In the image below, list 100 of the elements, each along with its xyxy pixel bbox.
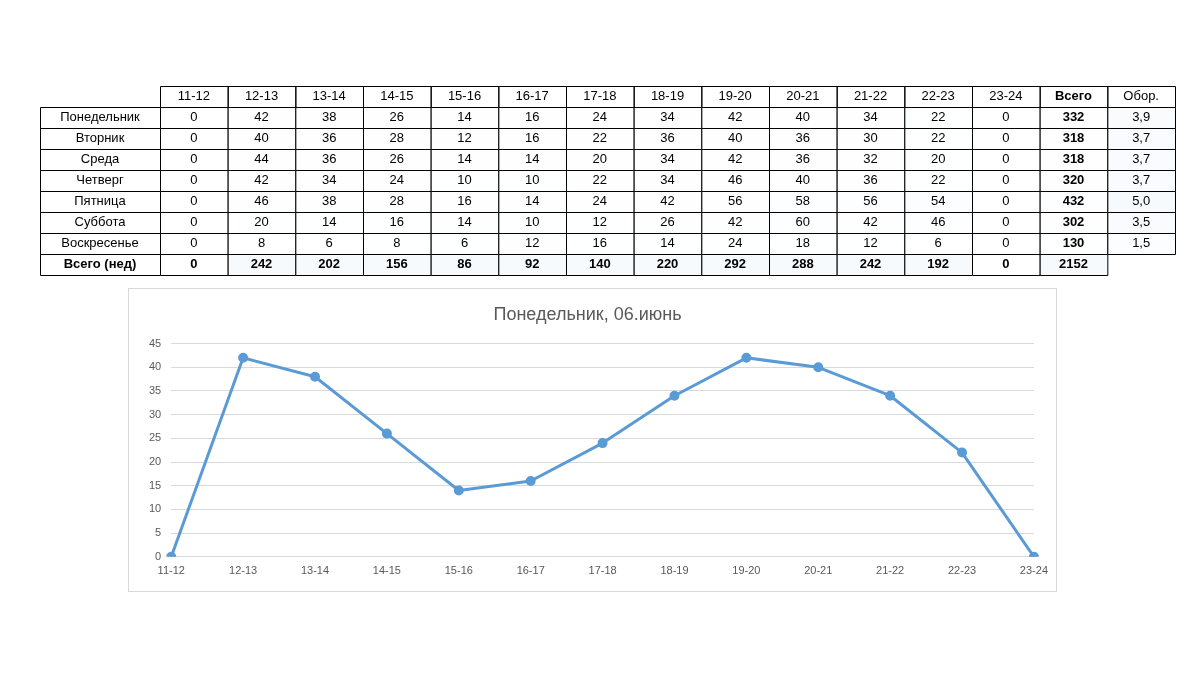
data-label: 220 bbox=[656, 256, 679, 272]
data-label: 42 bbox=[660, 193, 675, 209]
data-label: 86 bbox=[457, 256, 472, 272]
point bbox=[957, 447, 968, 458]
data-label: 320 bbox=[1062, 172, 1085, 188]
data-label: 44 bbox=[254, 151, 269, 167]
data-label: 12 bbox=[863, 235, 878, 251]
y-tick-label: 0 bbox=[155, 549, 162, 562]
data-label: 0 bbox=[190, 172, 198, 188]
data-label: 332 bbox=[1062, 109, 1085, 125]
data-label: 36 bbox=[660, 130, 675, 146]
data-label: 1,5 bbox=[1132, 235, 1151, 251]
data-label: 3,9 bbox=[1132, 109, 1151, 125]
data-label: 16 bbox=[592, 235, 608, 251]
x-tick-label: 11-12 bbox=[177, 88, 210, 104]
data-label: 42 bbox=[727, 151, 743, 167]
data-label: 12 bbox=[457, 130, 472, 146]
data-label: 20 bbox=[592, 151, 608, 167]
x-tick-label: 17-18 bbox=[588, 564, 617, 577]
x-tick-label: 20-21 bbox=[786, 88, 820, 104]
data-label: 0 bbox=[1002, 193, 1010, 209]
data-label: 40 bbox=[795, 172, 811, 188]
data-label: 5,0 bbox=[1132, 193, 1151, 209]
data-label: 14 bbox=[524, 193, 540, 209]
x-tick-label: 18-19 bbox=[660, 564, 689, 577]
x-tick-label: 13-14 bbox=[312, 88, 346, 104]
data-label: 0 bbox=[1002, 151, 1010, 167]
data-label: 26 bbox=[660, 214, 675, 230]
data-label: 156 bbox=[385, 256, 408, 272]
data-label: 20 bbox=[930, 151, 946, 167]
x-tick-label: 14-15 bbox=[372, 564, 401, 577]
point bbox=[381, 428, 392, 439]
data-label: 0 bbox=[1002, 109, 1010, 125]
point bbox=[885, 390, 896, 401]
data-label: 36 bbox=[795, 151, 811, 167]
data-label: 10 bbox=[524, 214, 540, 230]
point bbox=[813, 362, 824, 373]
data-label: 28 bbox=[389, 130, 405, 146]
y-tick-label: 40 bbox=[148, 360, 162, 373]
data-label: 12 bbox=[524, 235, 540, 251]
data-label: 20 bbox=[254, 214, 269, 230]
data-label: 34 bbox=[660, 109, 675, 125]
data-label: 3,5 bbox=[1132, 214, 1151, 230]
data-label: 22 bbox=[592, 130, 608, 146]
data-label: 0 bbox=[1002, 235, 1010, 251]
x-tick-label: Обор. bbox=[1123, 88, 1159, 104]
data-label: 56 bbox=[727, 193, 743, 209]
data-label: 3,7 bbox=[1132, 151, 1151, 167]
data-label: 40 bbox=[795, 109, 811, 125]
data-label: 432 bbox=[1062, 193, 1085, 209]
data-label: 0 bbox=[190, 130, 198, 146]
data-label: 32 bbox=[863, 151, 878, 167]
data-label: 42 bbox=[863, 214, 878, 230]
y-tick-label: Воскресенье bbox=[61, 235, 139, 251]
data-label: 58 bbox=[795, 193, 811, 209]
data-label: 36 bbox=[863, 172, 878, 188]
data-label: 40 bbox=[254, 130, 269, 146]
data-label: 16 bbox=[524, 130, 540, 146]
data-label: 26 bbox=[389, 151, 405, 167]
y-tick-label: Пятница bbox=[74, 193, 127, 209]
data-label: 18 bbox=[795, 235, 811, 251]
data-label: 14 bbox=[457, 214, 472, 230]
y-tick-label: 20 bbox=[148, 455, 162, 468]
data-label: 38 bbox=[321, 109, 337, 125]
data-label: 2152 bbox=[1059, 256, 1088, 272]
data-label: 8 bbox=[393, 235, 401, 251]
x-tick-label: 12-13 bbox=[244, 88, 279, 104]
data-label: 6 bbox=[460, 235, 469, 251]
point bbox=[669, 390, 680, 401]
y-tick-label: 5 bbox=[155, 526, 162, 539]
data-label: 3,7 bbox=[1132, 130, 1151, 146]
data-label: 288 bbox=[791, 256, 814, 272]
data-label: 14 bbox=[457, 151, 472, 167]
y-tick-label: Понедельник bbox=[60, 109, 141, 125]
data-label: 8 bbox=[257, 235, 266, 251]
x-tick-label: 20-21 bbox=[804, 564, 833, 577]
data-label: 6 bbox=[934, 235, 942, 251]
data-label: 56 bbox=[863, 193, 878, 209]
y-tick-label: Среда bbox=[80, 151, 120, 167]
x-tick-label: Всего bbox=[1054, 88, 1093, 104]
data-label: 192 bbox=[927, 256, 950, 272]
data-label: 30 bbox=[863, 130, 878, 146]
data-label: 60 bbox=[795, 214, 811, 230]
data-label: 130 bbox=[1062, 235, 1085, 251]
data-label: 22 bbox=[930, 172, 946, 188]
x-tick-label: 15-16 bbox=[444, 564, 473, 577]
data-label: 24 bbox=[727, 235, 743, 251]
x-tick-label: 21-22 bbox=[876, 564, 905, 577]
data-label: 22 bbox=[592, 172, 608, 188]
x-tick-label: 22-23 bbox=[947, 564, 977, 577]
data-label: 24 bbox=[592, 109, 608, 125]
data-label: 292 bbox=[724, 256, 747, 272]
data-label: 318 bbox=[1062, 151, 1085, 167]
data-label: 14 bbox=[321, 214, 337, 230]
data-label: 0 bbox=[1002, 130, 1010, 146]
data-label: 0 bbox=[1002, 172, 1010, 188]
y-tick-label: Суббота bbox=[74, 214, 127, 230]
data-label: 140 bbox=[588, 256, 611, 272]
data-label: 16 bbox=[389, 214, 405, 230]
x-tick-label: 17-18 bbox=[583, 88, 617, 104]
